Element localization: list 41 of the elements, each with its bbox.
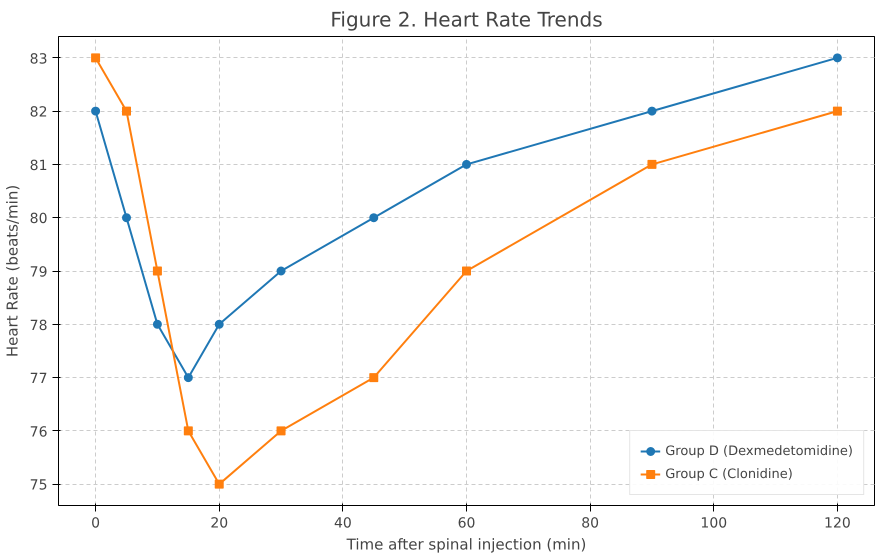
point [214, 320, 224, 329]
y-tick-label: 76 [30, 424, 48, 440]
point [462, 266, 471, 276]
point [152, 320, 162, 329]
point [122, 106, 131, 116]
point [91, 106, 100, 116]
point [184, 426, 193, 436]
legend-label: Group D (Dexmedetomidine) [665, 444, 853, 458]
point [647, 160, 656, 169]
point [122, 213, 131, 222]
point [462, 160, 471, 169]
point [647, 106, 656, 116]
x-tick-label: 40 [334, 516, 352, 532]
x-tick-label: 20 [210, 516, 228, 532]
y-tick-label: 77 [30, 371, 48, 388]
y-tick-label: 82 [30, 104, 48, 121]
x-tick-label: 0 [91, 516, 100, 532]
point [369, 213, 378, 222]
point [832, 53, 842, 62]
point [832, 106, 842, 116]
point [214, 480, 224, 489]
y-tick-label: 83 [30, 51, 48, 68]
y-tick-label: 78 [30, 318, 48, 334]
x-axis-title: Time after spinal injection (min) [346, 536, 586, 554]
point [184, 373, 193, 382]
point [276, 426, 286, 436]
x-tick-label: 120 [824, 516, 851, 532]
point [369, 373, 378, 382]
y-tick-label: 80 [30, 211, 48, 228]
point [152, 266, 162, 276]
point [91, 53, 100, 62]
legend-label: Group C (Clonidine) [665, 466, 793, 482]
point [276, 266, 286, 276]
y-tick-label: 81 [30, 158, 48, 174]
y-tick-label: 79 [30, 264, 48, 280]
y-axis-title: Heart Rate (beats/min) [4, 184, 22, 358]
x-tick-label: 100 [700, 516, 728, 532]
y-tick-label: 75 [30, 478, 48, 494]
x-tick-label: 80 [581, 516, 600, 532]
chart-title: Figure 2. Heart Rate Trends [330, 8, 603, 32]
x-tick-label: 60 [458, 516, 476, 532]
